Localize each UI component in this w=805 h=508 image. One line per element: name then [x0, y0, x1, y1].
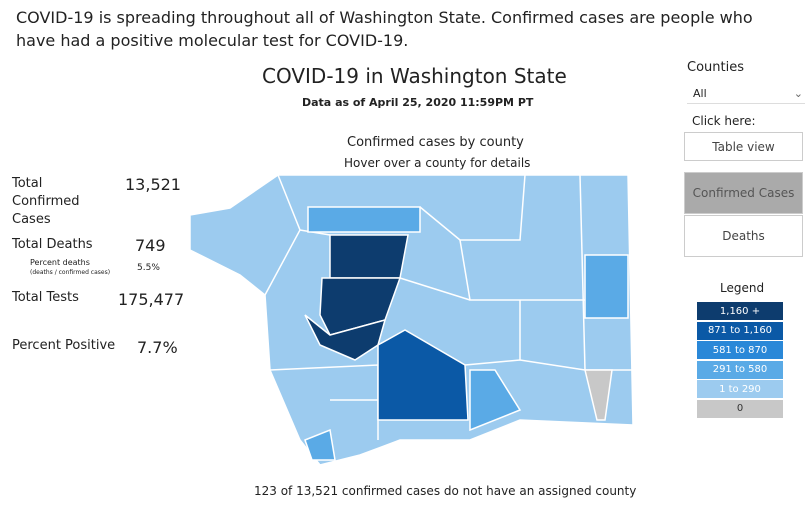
- stat-value: 749: [135, 236, 166, 255]
- stat-value: 7.7%: [137, 338, 178, 357]
- intro: COVID-19 is spreading throughout all of …: [16, 8, 753, 50]
- stat-value: 175,477: [118, 290, 185, 309]
- stat-label: Total Confirmed Cases: [12, 176, 80, 227]
- map: [189, 174, 634, 466]
- percent-deaths-sublabel: (deaths / confirmed cases): [30, 269, 111, 276]
- title: COVID-19 in Washington State: [262, 64, 567, 88]
- prompt: Click here:: [692, 114, 756, 128]
- filter-label: Counties: [687, 60, 744, 75]
- button[interactable]: Table view: [684, 132, 803, 161]
- legend-item: 1,160 +: [697, 302, 783, 320]
- legend-item: 581 to 870: [697, 341, 783, 359]
- county[interactable]: [584, 254, 629, 319]
- percent-deaths-value: 5.5%: [137, 263, 160, 273]
- button[interactable]: Confirmed Cases: [684, 172, 803, 214]
- subtitle: Data as of April 25, 2020 11:59PM PT: [302, 96, 534, 109]
- map-hint: Hover over a county for details: [344, 156, 531, 170]
- stat-label: Total Deaths: [12, 237, 93, 252]
- legend-item: 291 to 580: [697, 360, 783, 379]
- county[interactable]: [329, 234, 409, 279]
- stat-label: Total Tests: [12, 290, 79, 305]
- button[interactable]: Deaths: [684, 215, 803, 257]
- legend-item: 0: [697, 399, 783, 418]
- percent-deaths-label: Percent deaths: [30, 258, 90, 267]
- legend-item: 871 to 1,160: [697, 321, 783, 340]
- county[interactable]: [307, 206, 421, 233]
- stat-label: Percent Positive: [12, 338, 116, 353]
- dropdown-value: All: [693, 87, 707, 100]
- county[interactable]: [469, 369, 522, 432]
- county[interactable]: [189, 174, 634, 466]
- legend-title: Legend: [720, 281, 765, 295]
- county[interactable]: [584, 369, 613, 421]
- legend-item: 1 to 290: [697, 380, 783, 398]
- county[interactable]: [377, 329, 469, 421]
- map-title: Confirmed cases by county: [347, 135, 524, 150]
- dropdown[interactable]: All ⌄: [687, 84, 805, 104]
- stat-value: 13,521: [125, 175, 181, 194]
- county[interactable]: [304, 428, 336, 461]
- footnote: 123 of 13,521 confirmed cases do not hav…: [254, 484, 637, 498]
